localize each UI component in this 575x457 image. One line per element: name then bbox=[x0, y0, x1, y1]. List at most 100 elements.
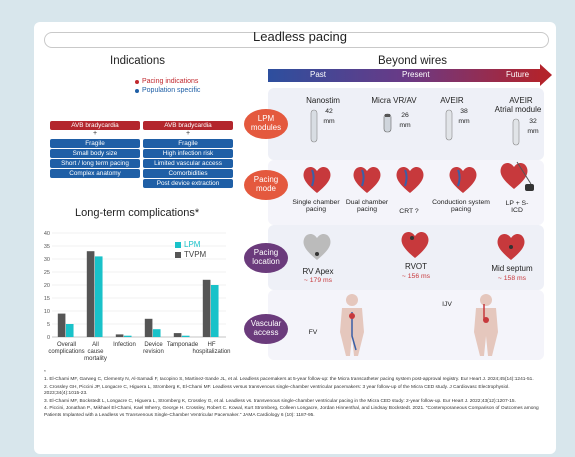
x-tick-label: Infection bbox=[113, 342, 136, 348]
ind-left-avb: AVB bradycardia bbox=[50, 121, 140, 130]
heart-single-chamber-icon bbox=[300, 162, 334, 201]
device-aveir-atrial-size: 32 bbox=[529, 118, 537, 125]
heart-conduction-system-icon bbox=[446, 162, 480, 201]
y-tick-label: 25 bbox=[44, 270, 50, 276]
heart-dual-chamber-icon bbox=[350, 162, 384, 201]
row-vascular-bg bbox=[268, 290, 544, 360]
bar-lpm bbox=[94, 256, 103, 337]
aveir-atrial-device-icon bbox=[512, 117, 520, 152]
legend-lpm: LPM bbox=[175, 240, 200, 249]
access-fv: FV bbox=[308, 329, 318, 336]
location-mid-septum: Mid septum bbox=[491, 264, 533, 273]
ms-value: 179 ms bbox=[309, 277, 333, 284]
mode-conduction-system: Conduction system pacing bbox=[432, 199, 490, 213]
bar-tvpm bbox=[202, 279, 211, 337]
ref-1: 1. El-Chami MF, Garweg C, Clementy N, Al… bbox=[44, 377, 534, 383]
ecg-icon: ~ bbox=[303, 277, 308, 284]
access-ijv: IJV bbox=[442, 301, 452, 308]
figure-title: Leadless pacing bbox=[253, 29, 347, 44]
device-aveir-atrial-name: AVEIR bbox=[509, 96, 533, 105]
bar-tvpm bbox=[173, 333, 182, 337]
device-nanostim-size: 42 bbox=[325, 108, 333, 115]
ms-value: 158 ms bbox=[503, 275, 527, 282]
x-tick-label: cause bbox=[87, 349, 104, 355]
bar-lpm bbox=[123, 335, 132, 337]
y-tick-label: 10 bbox=[44, 309, 50, 315]
x-tick-label: revision bbox=[143, 349, 164, 355]
legend-tvpm: TVPM bbox=[175, 250, 206, 259]
y-tick-label: 0 bbox=[47, 335, 50, 341]
lpm-swatch bbox=[175, 241, 181, 248]
bar-tvpm bbox=[144, 318, 153, 337]
bar-lpm bbox=[152, 329, 161, 337]
device-micra-name: Micra VR/AV bbox=[371, 96, 417, 105]
mode-crt: CRT ? bbox=[399, 208, 419, 215]
device-aveir-name: AVEIR bbox=[440, 96, 464, 105]
device-aveir-atrial-unit: mm bbox=[527, 128, 539, 135]
x-tick-label: Tamponade bbox=[167, 342, 199, 348]
ind-left-fragile: Fragile bbox=[50, 139, 140, 148]
ref-2: 2. Crossley GH, Piccini JP, Longacre C, … bbox=[44, 384, 510, 397]
device-aveir-size: 38 bbox=[460, 108, 468, 115]
tvpm-swatch bbox=[175, 251, 181, 258]
device-aveir-atrial-sub: Atrial module bbox=[494, 105, 542, 114]
device-micra-size: 26 bbox=[401, 112, 409, 119]
y-tick-label: 5 bbox=[47, 322, 50, 328]
label-lpm-modules: LPM modules bbox=[244, 109, 288, 139]
references: * 1. El-Chami MF, Garweg C, Clementy N, … bbox=[44, 370, 544, 420]
mode-single-chamber: Single chamber pacing bbox=[292, 199, 340, 213]
body-jugular-icon bbox=[462, 292, 510, 363]
x-tick-label: Device bbox=[144, 342, 163, 348]
ms-value: 156 ms bbox=[407, 273, 431, 280]
mode-dual-chamber: Dual chamber pacing bbox=[345, 199, 389, 213]
label-pacing-location: Pacing location bbox=[244, 243, 288, 273]
heart-rv-apex-icon bbox=[300, 230, 334, 267]
x-tick-label: All bbox=[92, 342, 99, 348]
ind-right-infection: High infection risk bbox=[143, 149, 233, 158]
legend-pacing-indications: Pacing indications bbox=[135, 78, 198, 85]
heart-lp-sicd-icon bbox=[497, 158, 537, 203]
x-tick-label: complications bbox=[48, 349, 84, 355]
ref-4: 4. Piccini, Jonathan P., Mikhael El-Cham… bbox=[44, 406, 539, 418]
ref-3: 3. El-Chami MF, Bockstedt L, Longacre C,… bbox=[44, 398, 516, 404]
legend-label: Pacing indications bbox=[142, 78, 199, 85]
heart-mid-septum-icon bbox=[494, 230, 528, 267]
device-nanostim-name: Nanostim bbox=[306, 96, 340, 105]
era-future: Future bbox=[506, 70, 530, 79]
y-tick-label: 15 bbox=[44, 296, 50, 302]
body-femoral-icon bbox=[328, 292, 376, 363]
bar-tvpm bbox=[115, 334, 124, 337]
location-rv-apex-ms: ~ 179 ms bbox=[296, 277, 340, 284]
red-dot-icon bbox=[135, 79, 139, 84]
device-micra-unit: mm bbox=[399, 122, 411, 129]
chart-title: Long-term complications* bbox=[75, 207, 200, 219]
device-nanostim-unit: mm bbox=[323, 118, 335, 125]
heart-rvot-icon bbox=[398, 228, 432, 265]
bar-lpm bbox=[65, 324, 74, 337]
label-vascular-access: Vascular access bbox=[244, 314, 288, 344]
ind-right-vascular: Limited vascular access bbox=[143, 159, 233, 168]
indications-heading: Indications bbox=[110, 55, 165, 67]
ecg-icon: ~ bbox=[497, 275, 502, 282]
legend-label: TVPM bbox=[184, 250, 207, 259]
ref-star: * bbox=[44, 370, 46, 375]
bar-tvpm bbox=[57, 313, 66, 337]
bar-lpm bbox=[181, 335, 190, 337]
ind-left-complex: Complex anatomy bbox=[50, 169, 140, 178]
mode-lp-sicd: LP + S-ICD bbox=[505, 200, 529, 214]
ind-left-small-body: Small body size bbox=[50, 149, 140, 158]
timeline-arrow bbox=[268, 69, 544, 82]
location-rvot: RVOT bbox=[404, 262, 428, 271]
x-tick-label: mortality bbox=[84, 356, 107, 362]
location-rv-apex: RV Apex bbox=[302, 267, 334, 276]
plus-sign: + bbox=[92, 130, 98, 137]
ind-right-comorbid: Comorbidities bbox=[143, 169, 233, 178]
bar-tvpm bbox=[86, 251, 95, 337]
location-rvot-ms: ~ 156 ms bbox=[394, 273, 438, 280]
title-bar bbox=[44, 32, 549, 48]
x-tick-label: Overall bbox=[57, 342, 76, 348]
aveir-device-icon bbox=[445, 108, 453, 147]
bar-lpm bbox=[210, 285, 219, 337]
timeline-arrowhead bbox=[540, 64, 552, 86]
device-aveir-unit: mm bbox=[458, 118, 470, 125]
